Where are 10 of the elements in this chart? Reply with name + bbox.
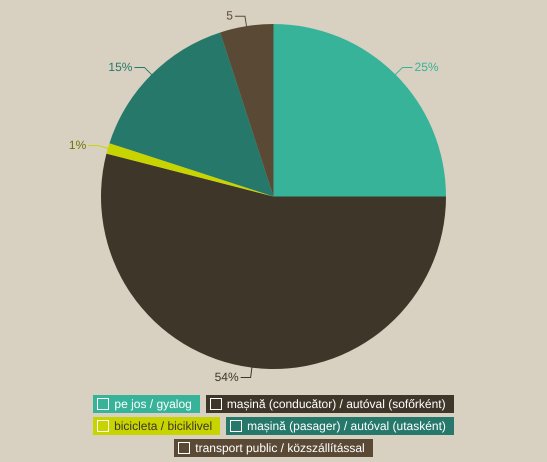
data-label: 15% xyxy=(108,60,133,74)
data-label: 5 xyxy=(226,8,234,23)
data-label: 25% xyxy=(414,60,439,74)
data-label: 1% xyxy=(68,138,87,152)
legend-label: mașină (pasager) / autóval (utasként) xyxy=(247,419,446,433)
legend-label: pe jos / gyalog xyxy=(114,397,192,411)
legend-label: transport public / közszállítással xyxy=(195,441,365,455)
legend-label: mașină (conducător) / autóval (sofőrként) xyxy=(226,397,446,411)
legend-label: bicicleta / biciklivel xyxy=(114,419,212,433)
data-label: 54% xyxy=(214,370,239,384)
